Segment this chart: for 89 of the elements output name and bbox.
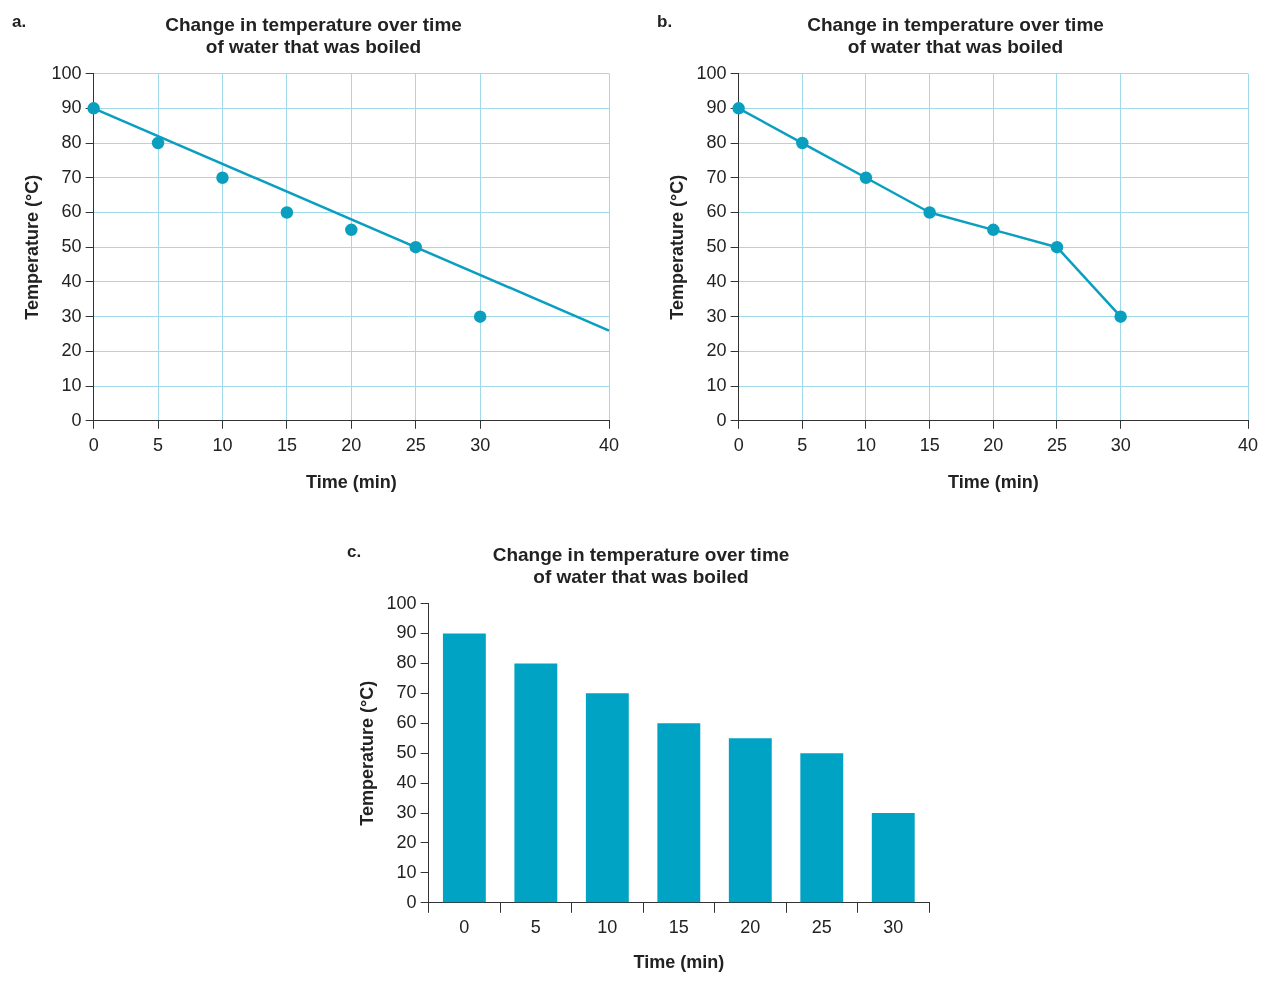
y-tick-label: 100	[696, 62, 727, 83]
x-tick-label: 10	[597, 916, 618, 937]
y-tick-label: 70	[61, 166, 82, 187]
point	[87, 102, 100, 115]
point	[987, 223, 1000, 237]
y-tick-label: 0	[406, 891, 417, 912]
y-tick-label: 40	[61, 270, 82, 291]
point	[796, 136, 809, 150]
text: a.	[12, 12, 27, 32]
y-tick-label: 80	[706, 132, 727, 153]
y-tick-label: 30	[61, 305, 82, 326]
y-tick-label: 0	[71, 409, 82, 430]
text: b.	[657, 12, 673, 32]
y-tick-label: 70	[706, 166, 727, 187]
y-tick-label: 70	[396, 682, 417, 703]
y-axis-title: Temperature (°C)	[666, 174, 687, 320]
point	[409, 240, 422, 254]
x-tick-label: 0	[459, 916, 470, 937]
y-tick-label: 90	[396, 622, 417, 643]
chart-title: Change in temperature over time of water that was boiled	[807, 13, 1104, 58]
y-tick-label: 60	[396, 712, 417, 733]
text: c.	[347, 542, 362, 562]
y-tick-label: 100	[386, 592, 417, 613]
y-tick-label: 80	[396, 652, 417, 673]
x-tick-label: 40	[598, 434, 620, 455]
y-tick-label: 80	[61, 132, 82, 153]
chart-title: Change in temperature over time of water that was boiled	[492, 543, 790, 588]
y-axis-title: Temperature (°C)	[356, 680, 377, 826]
point	[280, 206, 294, 219]
point	[859, 171, 873, 185]
y-tick-label: 60	[706, 201, 727, 222]
x-tick-label: 30	[1110, 434, 1131, 455]
y-tick-label: 30	[706, 305, 727, 326]
y-tick-label: 50	[396, 742, 417, 763]
x-tick-label: 30	[470, 434, 491, 455]
y-tick-label: 40	[706, 270, 727, 291]
y-tick-label: 100	[51, 62, 82, 83]
x-tick-label: 25	[1046, 434, 1067, 455]
y-tick-label: 10	[706, 375, 727, 396]
y-tick-label: 10	[396, 861, 417, 882]
x-tick-label: 15	[668, 916, 689, 937]
y-tick-label: 10	[61, 375, 82, 396]
point	[473, 310, 487, 323]
point	[1114, 310, 1127, 323]
point	[1050, 240, 1064, 254]
y-tick-label: 20	[396, 831, 417, 852]
x-tick-label: 15	[276, 434, 297, 455]
y-tick-label: 40	[396, 772, 417, 793]
x-tick-label: 25	[811, 916, 832, 937]
chart-title: Change in temperature over time of water that was boiled	[165, 13, 462, 58]
bar	[585, 693, 629, 903]
y-tick-label: 30	[396, 802, 417, 823]
x-axis-title: Time (min)	[305, 472, 397, 493]
x-tick-label: 0	[88, 434, 99, 455]
x-tick-label: 0	[733, 434, 744, 455]
y-axis-title: Temperature (°C)	[21, 174, 42, 320]
x-tick-label: 25	[405, 434, 426, 455]
x-axis-title: Time (min)	[633, 952, 725, 973]
x-tick-label: 5	[797, 434, 808, 455]
point	[923, 206, 936, 219]
y-tick-label: 20	[706, 340, 727, 361]
y-tick-label: 90	[706, 97, 727, 118]
bar	[514, 663, 558, 903]
bar	[800, 753, 844, 903]
x-tick-label: 20	[341, 434, 362, 455]
x-tick-label: 40	[1237, 434, 1259, 455]
y-tick-label: 0	[716, 409, 727, 430]
y-tick-label: 90	[61, 97, 82, 118]
point	[345, 223, 358, 237]
bar	[728, 738, 772, 903]
point	[151, 136, 165, 150]
bar	[442, 633, 486, 903]
x-tick-label: 15	[919, 434, 940, 455]
point	[732, 102, 745, 115]
bar	[657, 723, 701, 903]
x-tick-label: 10	[212, 434, 233, 455]
bar	[871, 813, 915, 903]
y-tick-label: 20	[61, 340, 82, 361]
y-tick-label: 50	[706, 236, 727, 257]
x-tick-label: 20	[740, 916, 761, 937]
x-tick-label: 5	[153, 434, 164, 455]
x-axis-title: Time (min)	[947, 472, 1039, 493]
x-tick-label: 5	[530, 916, 541, 937]
point	[216, 171, 229, 185]
x-tick-label: 20	[983, 434, 1004, 455]
x-tick-label: 10	[855, 434, 876, 455]
y-tick-label: 60	[61, 201, 82, 222]
y-tick-label: 50	[61, 236, 82, 257]
x-tick-label: 30	[883, 916, 904, 937]
